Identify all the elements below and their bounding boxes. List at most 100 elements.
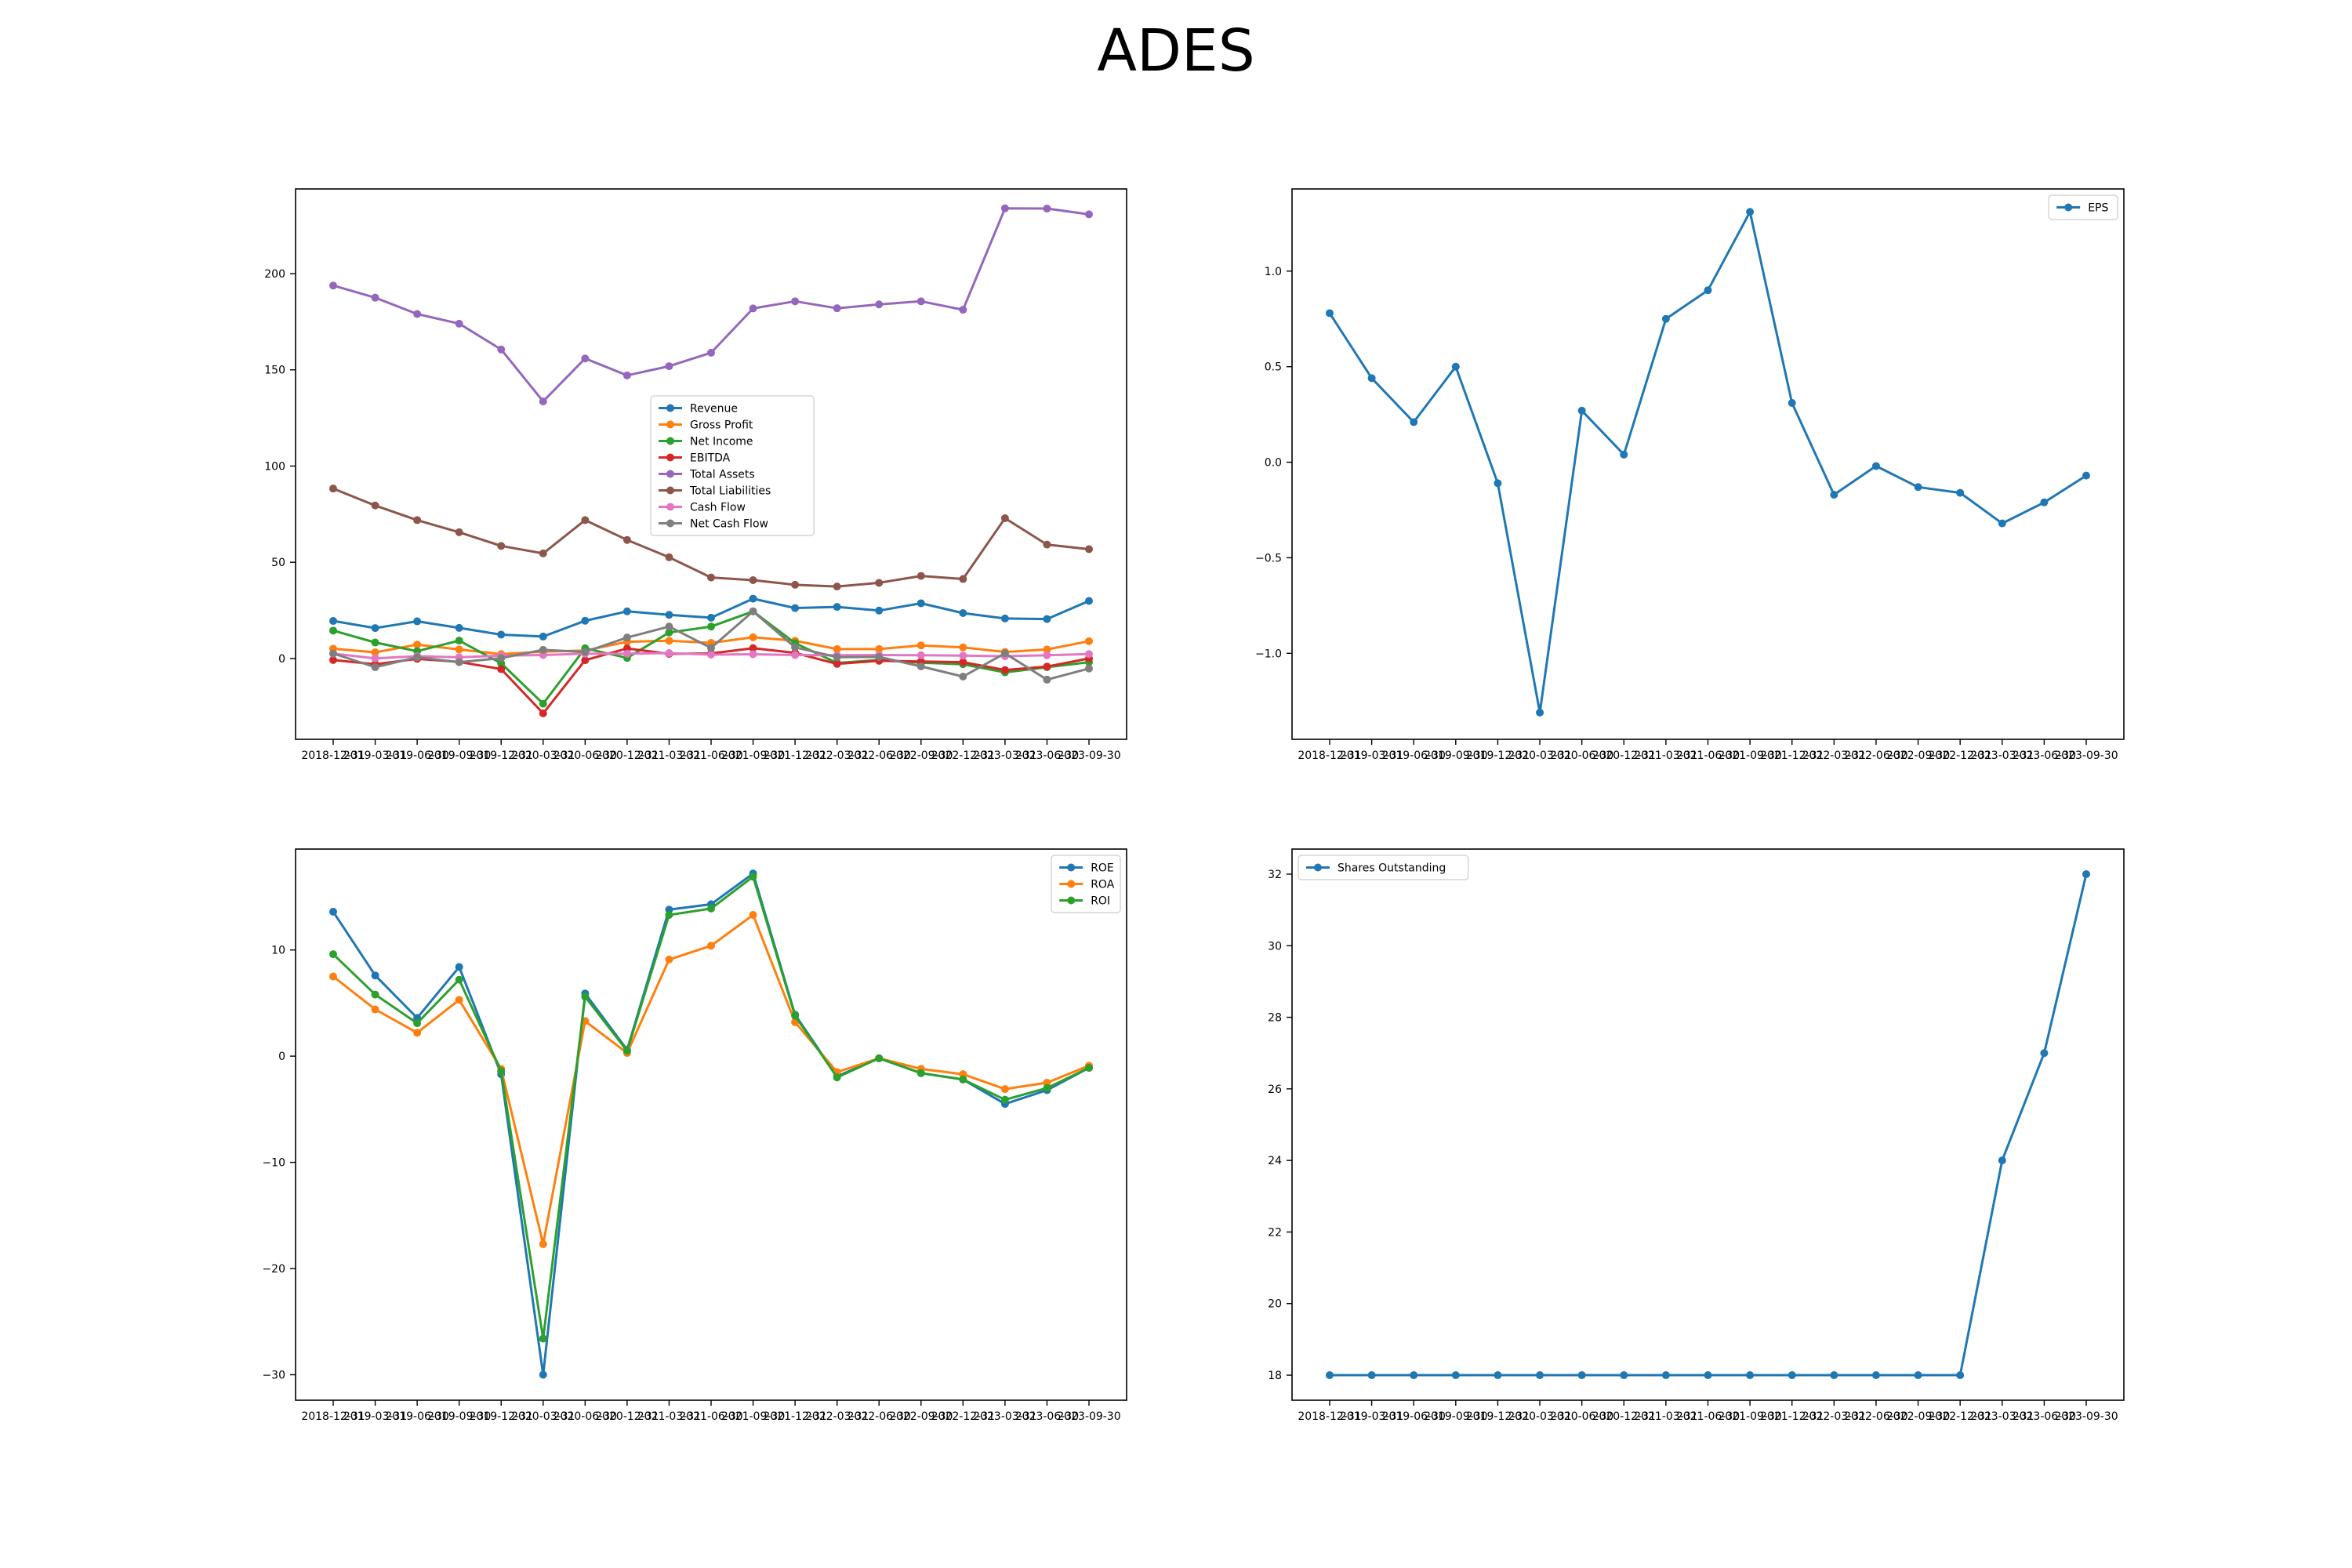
x-tick-label: 2022-09-30 bbox=[889, 1410, 953, 1423]
x-tick-label: 2022-12-31 bbox=[1928, 750, 1991, 762]
data-point bbox=[1536, 708, 1544, 717]
data-point bbox=[833, 583, 841, 591]
data-point bbox=[455, 528, 463, 536]
data-point bbox=[539, 632, 547, 641]
legend-label: ROI bbox=[1091, 895, 1110, 908]
data-point bbox=[1085, 650, 1093, 659]
x-tick-label: 2022-12-31 bbox=[931, 750, 995, 762]
data-point bbox=[455, 623, 463, 632]
x-tick-label: 2022-06-30 bbox=[848, 1410, 911, 1423]
data-point bbox=[833, 644, 841, 653]
y-tick-label: 100 bbox=[264, 460, 285, 473]
x-tick-label: 2019-06-30 bbox=[385, 1410, 448, 1423]
data-point bbox=[791, 580, 800, 589]
data-point bbox=[875, 606, 884, 615]
data-point bbox=[581, 354, 590, 363]
y-tick-label: 30 bbox=[1268, 940, 1282, 953]
data-point bbox=[455, 637, 463, 645]
data-point bbox=[497, 665, 506, 673]
x-tick-label: 2023-03-31 bbox=[973, 1410, 1036, 1423]
data-point bbox=[497, 345, 506, 354]
legend: Revenue Gross Profit Net Income EBITDA Total… bbox=[650, 395, 815, 536]
data-point bbox=[875, 652, 884, 661]
x-tick-label: 2018-12-31 bbox=[1298, 750, 1361, 762]
data-point bbox=[497, 654, 506, 662]
data-point bbox=[455, 319, 463, 328]
x-tick-label: 2021-12-31 bbox=[1760, 750, 1824, 762]
data-point bbox=[1704, 1371, 1712, 1380]
data-point bbox=[2082, 869, 2090, 878]
data-point bbox=[749, 873, 757, 881]
data-point bbox=[371, 654, 379, 662]
data-point bbox=[1451, 362, 1460, 371]
data-point bbox=[539, 397, 547, 405]
legend-label: ROA bbox=[1091, 879, 1115, 891]
data-point bbox=[833, 659, 841, 668]
x-tick-label: 2022-03-31 bbox=[805, 1410, 869, 1423]
x-tick-label: 2019-06-30 bbox=[1382, 1410, 1446, 1423]
legend-label: Total Assets bbox=[689, 469, 755, 481]
data-point bbox=[749, 633, 757, 641]
data-point bbox=[329, 972, 337, 981]
data-point bbox=[1000, 514, 1009, 522]
x-tick-label: 2022-06-30 bbox=[1844, 1410, 1907, 1423]
data-point bbox=[1043, 645, 1051, 654]
y-tick-label: 1.0 bbox=[1265, 266, 1282, 278]
data-point bbox=[1000, 649, 1009, 658]
data-point bbox=[916, 599, 925, 608]
data-point bbox=[665, 622, 673, 631]
data-point bbox=[2040, 1049, 2049, 1058]
data-point bbox=[1998, 519, 2006, 528]
data-point bbox=[1451, 1371, 1460, 1380]
data-point bbox=[455, 975, 463, 984]
data-point bbox=[833, 1073, 841, 1082]
data-point bbox=[581, 616, 590, 625]
legend-marker bbox=[666, 420, 674, 429]
data-point bbox=[875, 644, 884, 653]
data-point bbox=[1788, 399, 1796, 407]
data-point bbox=[916, 651, 925, 659]
data-point bbox=[329, 907, 337, 916]
data-point bbox=[1326, 1371, 1334, 1380]
x-tick-label: 2022-03-31 bbox=[1802, 1410, 1866, 1423]
x-tick-label: 2023-09-30 bbox=[2054, 750, 2118, 762]
legend-label: Revenue bbox=[690, 403, 738, 416]
data-point bbox=[1367, 374, 1376, 383]
data-point bbox=[329, 649, 337, 658]
data-point bbox=[455, 963, 463, 971]
data-point bbox=[833, 304, 841, 313]
data-point bbox=[916, 572, 925, 580]
data-point bbox=[1746, 208, 1755, 216]
legend-marker bbox=[1067, 880, 1076, 888]
data-point bbox=[665, 362, 673, 371]
x-tick-label: 2021-03-31 bbox=[637, 750, 701, 762]
legend-box bbox=[650, 395, 815, 536]
x-tick-label: 2021-09-30 bbox=[1718, 750, 1781, 762]
data-point bbox=[1914, 1371, 1922, 1380]
data-point bbox=[413, 641, 422, 649]
data-point bbox=[1000, 666, 1009, 674]
data-point bbox=[665, 553, 673, 561]
legend-marker bbox=[666, 503, 674, 511]
data-point bbox=[707, 942, 715, 950]
data-point bbox=[371, 1005, 379, 1014]
data-point bbox=[916, 1069, 925, 1077]
data-point bbox=[371, 501, 379, 510]
axes-frame bbox=[295, 848, 1127, 1401]
data-point bbox=[329, 281, 337, 290]
data-point bbox=[622, 633, 631, 642]
data-point bbox=[916, 662, 925, 670]
data-point bbox=[1620, 450, 1628, 459]
data-point bbox=[707, 644, 715, 652]
chart-returns: −30 −20 −10 0 10 2018-12-312019-03-312019-06-… bbox=[262, 848, 1127, 1423]
data-point bbox=[1914, 483, 1922, 492]
data-point bbox=[1043, 540, 1051, 549]
data-point bbox=[497, 630, 506, 639]
data-point bbox=[959, 672, 967, 681]
x-tick-label: 2021-06-30 bbox=[1676, 1410, 1740, 1423]
y-tick-label: 50 bbox=[271, 557, 285, 569]
axes-frame bbox=[1291, 188, 2125, 740]
x-tick-label: 2019-09-30 bbox=[427, 750, 491, 762]
data-point bbox=[1043, 205, 1051, 213]
data-point bbox=[875, 579, 884, 587]
